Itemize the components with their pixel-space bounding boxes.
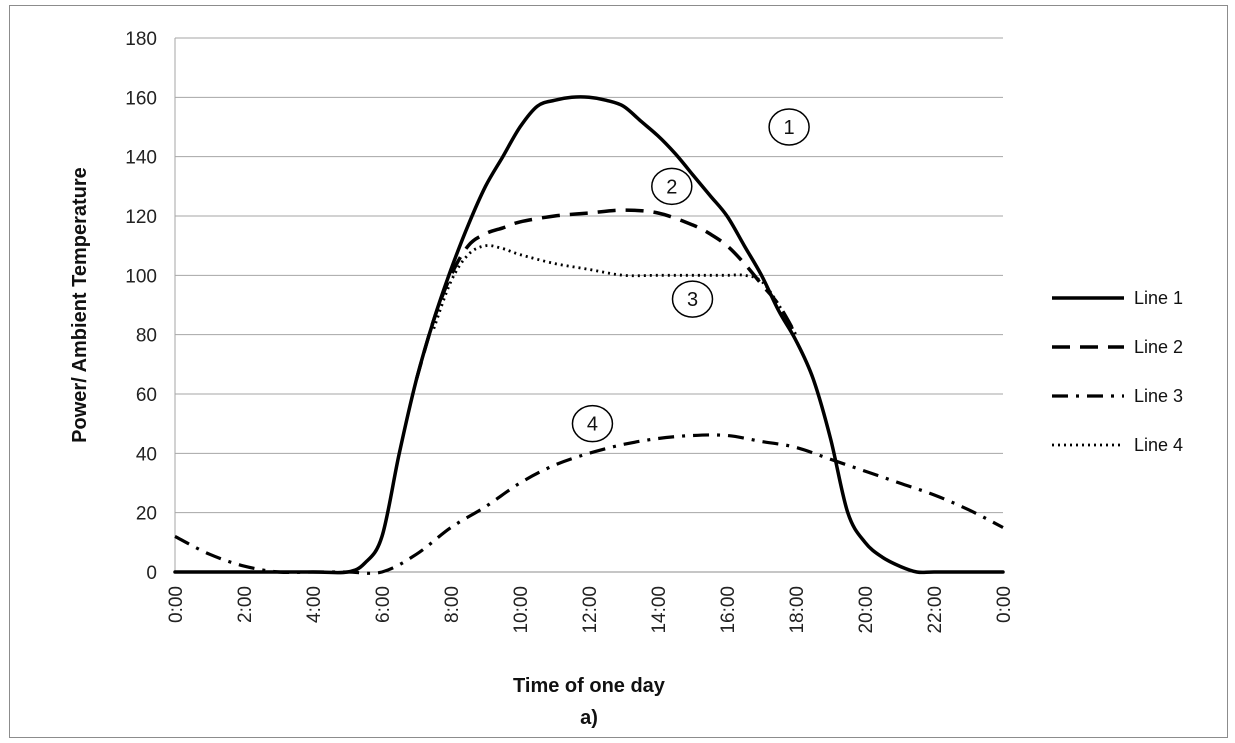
y-tick-label: 20 [136, 504, 157, 525]
legend-label: Line 4 [1134, 435, 1183, 455]
legend-label: Line 3 [1134, 386, 1183, 406]
x-tick-label: 2:00 [235, 586, 256, 623]
x-tick-label: 10:00 [511, 586, 532, 634]
y-tick-label: 100 [125, 266, 157, 287]
annotation-circle [651, 167, 693, 206]
annotation-circle [571, 404, 614, 443]
series-lines [173, 95, 1005, 575]
grid [174, 37, 1003, 573]
annotation-circle [768, 108, 810, 146]
x-tick-label: 4:00 [304, 586, 325, 623]
legend-label: Line 2 [1134, 337, 1183, 357]
annotation-label: 1 [784, 117, 795, 139]
y-tick-labels: 0 20 40 60 80 100 120 140 160 180 [125, 29, 157, 584]
x-tick-label: 18:00 [787, 586, 808, 634]
x-tick-label: 12:00 [580, 586, 601, 634]
x-tick-label: 0:00 [994, 586, 1015, 623]
legend: Line 1 Line 2 Line 3 Line 4 [1052, 288, 1183, 455]
y-tick-label: 0 [146, 563, 157, 584]
y-tick-label: 80 [136, 326, 157, 347]
series-line-4 [432, 244, 798, 336]
annotations: 1 2 3 4 [571, 108, 810, 443]
x-tick-label: 6:00 [373, 586, 394, 623]
series-line-1 [173, 95, 1005, 575]
annotation-label: 4 [587, 414, 598, 436]
y-tick-label: 160 [125, 88, 157, 109]
series-line-2 [414, 208, 798, 380]
annotation-circle [671, 280, 714, 318]
annotation-label: 2 [666, 176, 677, 198]
y-tick-label: 120 [125, 207, 157, 228]
x-tick-label: 14:00 [649, 586, 670, 634]
x-tick-label: 22:00 [925, 586, 946, 634]
x-tick-labels: 0:00 2:00 4:00 6:00 8:00 10:00 12:00 14:00 16:00… [166, 586, 1015, 634]
series-line-3 [174, 433, 1004, 575]
y-axis-title: Power/ Ambient Temperature [69, 167, 91, 443]
y-tick-label: 180 [125, 29, 157, 50]
y-tick-label: 60 [136, 385, 157, 406]
y-tick-label: 140 [125, 148, 157, 169]
x-axis-title: Time of one day [513, 675, 666, 697]
figure-caption: a) [580, 707, 598, 729]
annotation-label: 3 [687, 289, 698, 311]
x-tick-label: 8:00 [442, 586, 463, 623]
chart-frame [9, 5, 1228, 738]
legend-label: Line 1 [1134, 288, 1183, 308]
y-tick-label: 40 [136, 444, 157, 465]
x-tick-label: 20:00 [856, 586, 877, 634]
x-tick-label: 16:00 [718, 586, 739, 634]
x-tick-label: 0:00 [166, 586, 187, 623]
